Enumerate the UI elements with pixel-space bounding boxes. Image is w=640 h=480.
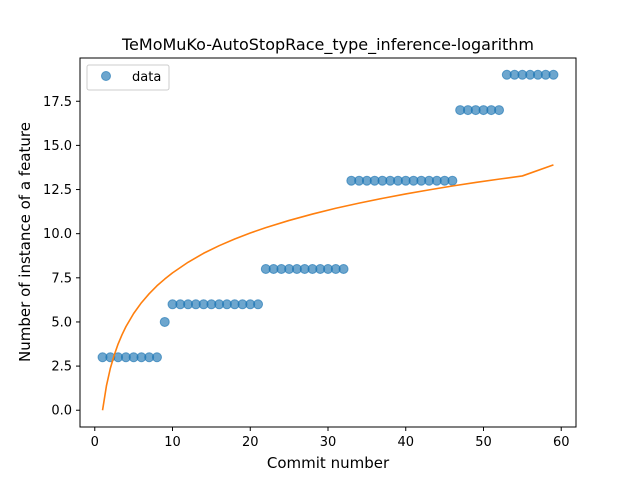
x-tick-label: 30: [320, 435, 337, 450]
data-point: [253, 299, 264, 310]
x-tick-label: 20: [242, 435, 259, 450]
x-tick-label: 10: [164, 435, 181, 450]
plot-area: [97, 69, 559, 411]
y-tick-label: 12.5: [43, 183, 72, 198]
x-axis-title: Commit number: [267, 454, 390, 472]
x-tick-label: 0: [91, 435, 99, 450]
y-axis-title: Number of instance of a feature: [16, 122, 34, 362]
x-tick-label: 60: [553, 435, 570, 450]
y-tick-label: 0.0: [51, 404, 72, 419]
y-tick-label: 2.5: [51, 360, 72, 375]
data-point: [159, 316, 170, 327]
x-tick-label: 50: [475, 435, 492, 450]
data-point: [338, 263, 349, 274]
data-point: [548, 69, 559, 80]
x-axis: 0 10 20 30 40 50 60: [91, 427, 570, 450]
legend-marker: [101, 71, 111, 81]
x-tick-label: 40: [397, 435, 414, 450]
y-tick-label: 10.0: [43, 227, 72, 242]
y-axis: 0.0 2.5 5.0 7.5 10.0 12.5 15.0 17.5: [43, 95, 80, 419]
fit-line: [101, 164, 554, 411]
y-tick-label: 5.0: [51, 315, 72, 330]
data-point: [494, 105, 505, 116]
data-point: [447, 175, 458, 186]
legend-label: data: [132, 70, 161, 85]
legend: data: [86, 64, 170, 91]
y-tick-label: 17.5: [43, 95, 72, 110]
chart-title: TeMoMuKo-AutoStopRace_type_inference-log…: [121, 35, 534, 55]
data-point: [151, 352, 162, 363]
y-tick-label: 15.0: [43, 139, 72, 154]
y-tick-label: 7.5: [51, 271, 72, 286]
